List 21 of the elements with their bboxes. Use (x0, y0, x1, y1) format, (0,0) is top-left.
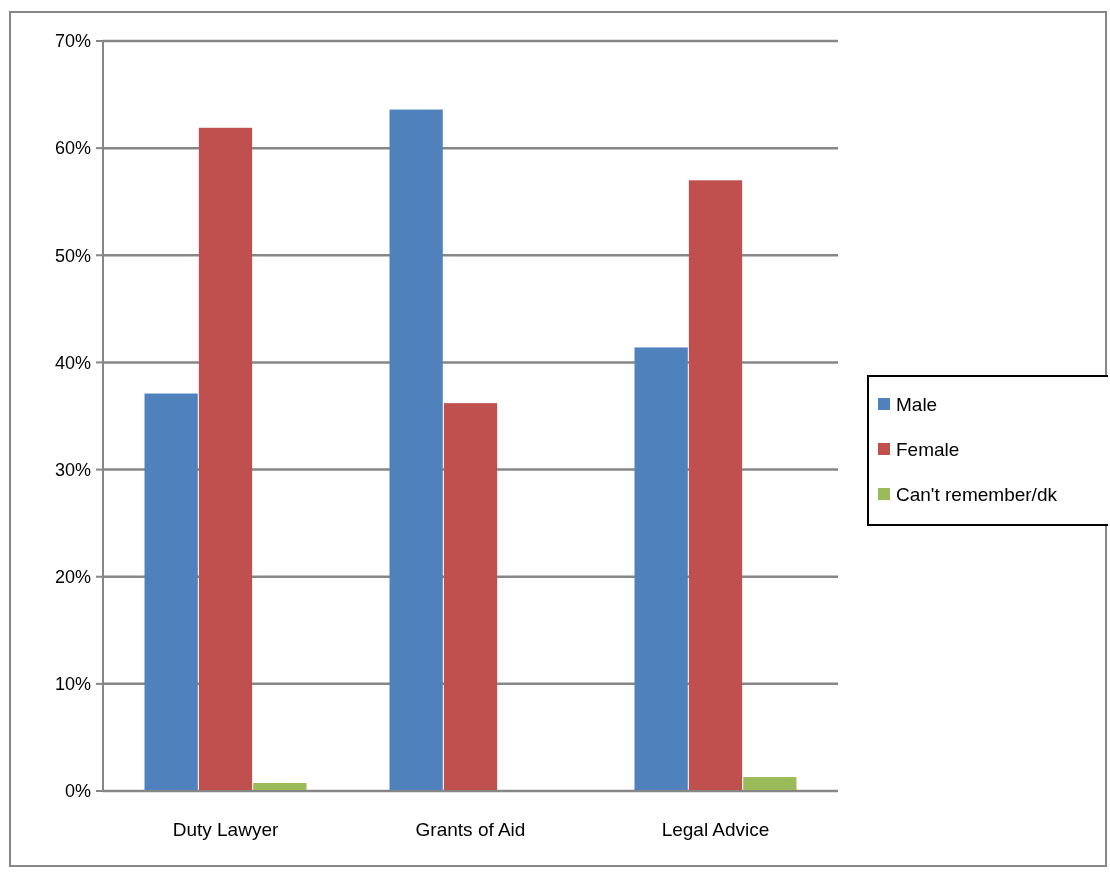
legend-label: Male (896, 393, 938, 415)
y-tick-label: 60% (54, 138, 91, 159)
bar (443, 403, 498, 791)
y-tick-label: 20% (54, 567, 91, 588)
bar (634, 347, 688, 791)
x-tick-label: Grants of Aid (415, 819, 526, 840)
legend-label: Female (896, 438, 960, 460)
bar (144, 393, 198, 791)
y-tick-label: 50% (54, 245, 91, 266)
legend-label: Can't remember/dk (896, 483, 1058, 505)
y-tick-label: 30% (54, 459, 91, 480)
y-tick-label: 10% (54, 674, 91, 695)
y-tick-label: 70% (54, 31, 91, 52)
bar (688, 180, 743, 791)
bar (743, 777, 797, 791)
x-tick-label: Legal Advice (661, 819, 770, 840)
y-tick-label: 40% (54, 352, 91, 373)
y-tick-label: 0% (64, 781, 91, 802)
bar (198, 127, 253, 791)
x-tick-label: Duty Lawyer (172, 819, 279, 840)
bar (389, 109, 443, 791)
